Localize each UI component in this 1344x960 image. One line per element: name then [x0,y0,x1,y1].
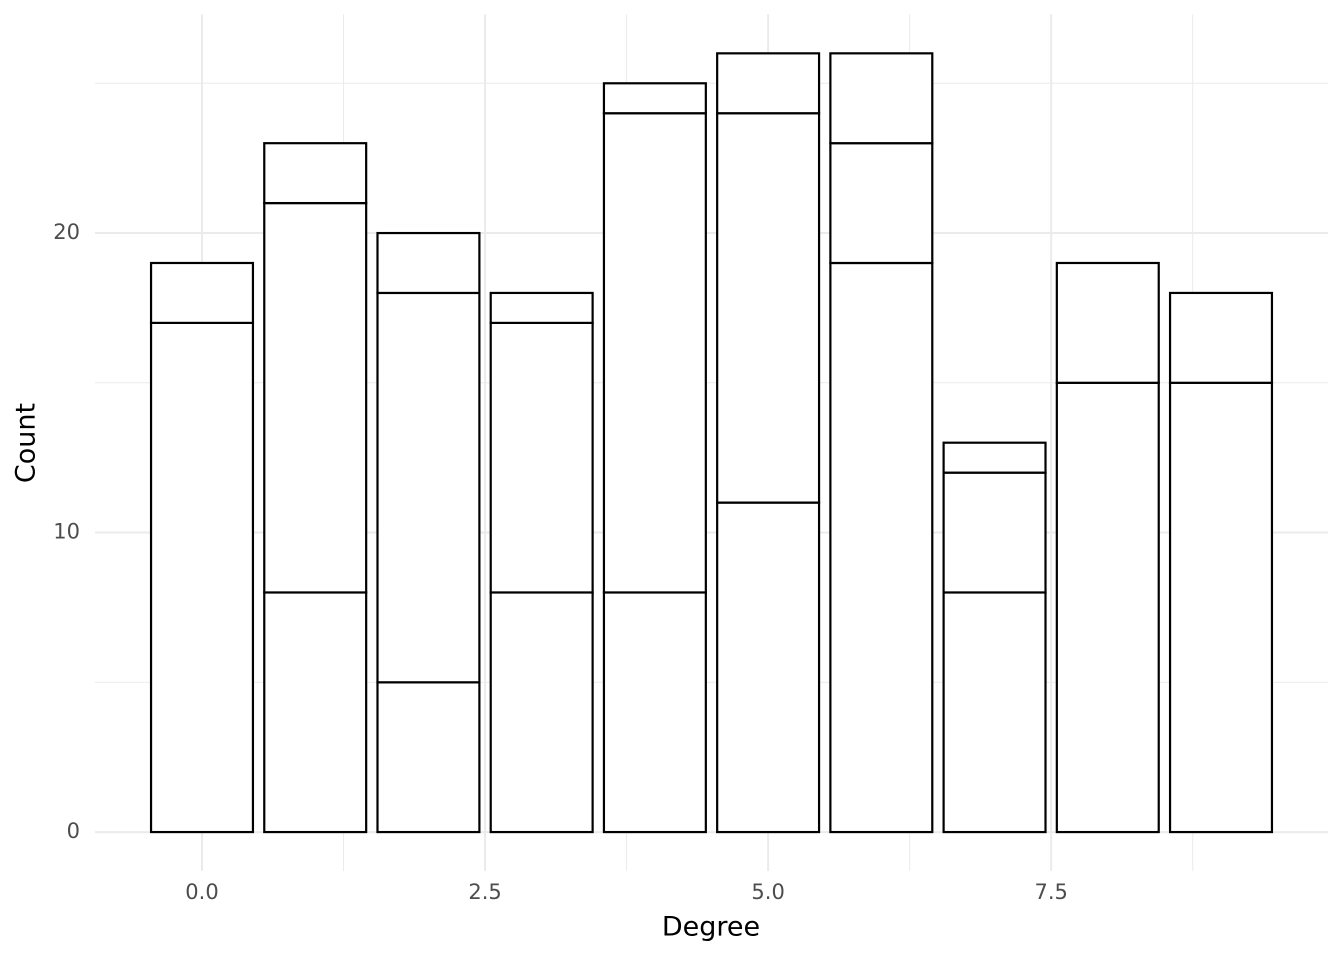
x-tick-label: 2.5 [468,880,501,904]
bar-segment [376,291,481,684]
bar-segment [376,681,481,834]
bar-segment [942,441,1047,474]
y-axis-title: Count [11,403,42,483]
bar-segment [602,591,707,834]
bar-segment [942,591,1047,834]
bar-segment [1055,261,1160,384]
bar-segment [489,321,594,594]
bar-segment [602,82,707,115]
bar-segment [716,112,821,504]
bar-segment [263,142,368,205]
x-tick-label: 0.0 [185,880,218,904]
bar-segment [1055,381,1160,834]
bar-segment [263,591,368,834]
y-tick-label: 0 [67,819,80,843]
bar-segment [1168,291,1274,384]
bar-segment [149,321,255,834]
bar-segment [149,261,255,324]
bar-segment [942,471,1047,594]
bar-segment [489,591,594,834]
bar-segment [829,142,934,265]
bar-segment [489,291,594,324]
x-tick-label: 7.5 [1034,880,1067,904]
bar-segment [829,52,934,145]
x-axis-title: Degree [662,912,760,943]
bar-segment [263,201,368,594]
bars [149,52,1274,834]
y-tick-label: 10 [53,520,80,544]
bar-segment [829,261,934,834]
bar-segment [1168,381,1274,834]
y-tick-label: 20 [53,220,80,244]
bar-segment [602,112,707,594]
bar-segment [376,231,481,295]
x-tick-label: 5.0 [751,880,784,904]
bar-segment [716,501,821,834]
bar-segment [716,52,821,115]
